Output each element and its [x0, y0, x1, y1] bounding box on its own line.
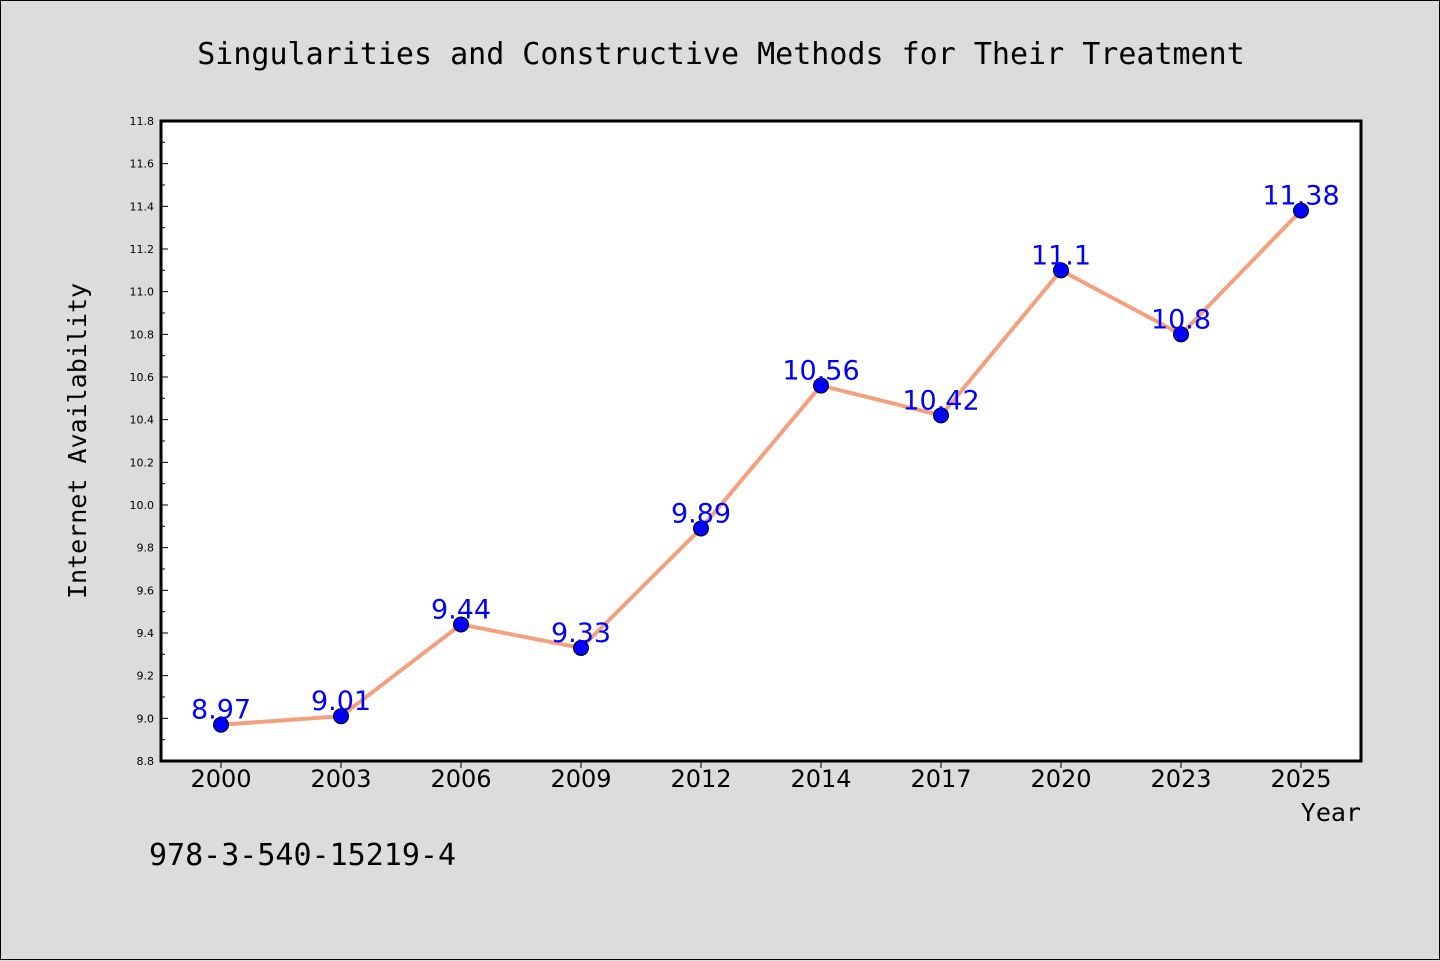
data-point	[813, 377, 829, 394]
x-tick-label: 2003	[310, 765, 371, 793]
y-tick-label: 10.8	[130, 328, 155, 341]
y-tick-label: 9.6	[137, 584, 155, 597]
data-label: 10.56	[782, 356, 859, 387]
y-tick-label: 11.8	[130, 115, 155, 128]
plot-area	[159, 119, 1363, 763]
data-point	[693, 520, 709, 537]
x-tick-label: 2014	[790, 765, 851, 793]
y-tick-label: 9.2	[137, 670, 155, 683]
data-label: 10.42	[902, 385, 979, 416]
data-label: 8.97	[191, 695, 251, 726]
x-tick-label: 2006	[430, 765, 491, 793]
data-point	[213, 716, 229, 733]
data-point	[1173, 326, 1189, 343]
y-tick-label: 11.0	[130, 286, 155, 299]
data-label: 9.01	[311, 686, 371, 717]
data-label: 11.38	[1262, 181, 1339, 212]
data-label: 11.1	[1031, 240, 1091, 271]
data-label: 9.33	[551, 618, 611, 649]
x-tick-label: 2023	[1150, 765, 1211, 793]
y-tick-label: 11.4	[130, 200, 155, 213]
data-point	[573, 639, 589, 656]
y-tick-label: 10.0	[130, 499, 155, 512]
data-label: 9.44	[431, 594, 491, 625]
y-tick-label: 9.8	[137, 542, 155, 555]
data-point	[1293, 202, 1309, 219]
x-axis-label: Year	[1301, 798, 1361, 827]
y-tick-label: 9.4	[137, 627, 155, 640]
y-axis: 8.8 9.0 9.2 9.4 9.6 9.8 10.0 10.2 10.4 10.6 10.8 11…	[130, 115, 168, 768]
x-tick-label: 2020	[1030, 765, 1091, 793]
series-group: 8.97 9.01 9.44 9.33 9.89 10.56 10.42 11.1 10.8 11…	[191, 181, 1340, 733]
x-tick-label: 2000	[190, 765, 251, 793]
isbn-annotation: 978-3-540-15219-4	[149, 838, 456, 873]
data-point	[453, 616, 469, 633]
data-label: 10.8	[1151, 304, 1211, 335]
data-point	[1053, 262, 1069, 279]
data-label: 9.89	[671, 498, 731, 529]
y-axis-label: Internet Availability	[63, 283, 92, 599]
y-tick-label: 11.6	[130, 158, 155, 171]
y-tick-label: 8.8	[137, 755, 155, 768]
data-point	[933, 407, 949, 424]
x-tick-label: 2025	[1270, 765, 1331, 793]
y-tick-label: 9.0	[137, 712, 155, 725]
x-tick-label: 2012	[670, 765, 731, 793]
x-axis: 2000 2003 2006 2009 2012 2014 2017 2020 2023 2025	[190, 761, 1332, 793]
y-tick-label: 10.2	[130, 456, 155, 469]
series-line	[219, 208, 1303, 727]
y-tick-label: 10.6	[130, 371, 155, 384]
y-tick-label: 11.2	[130, 243, 155, 256]
chart-title: Singularities and Constructive Methods f…	[197, 37, 1245, 72]
data-point	[333, 708, 349, 725]
y-tick-label: 10.4	[130, 414, 155, 427]
x-tick-label: 2009	[550, 765, 611, 793]
x-tick-label: 2017	[910, 765, 971, 793]
